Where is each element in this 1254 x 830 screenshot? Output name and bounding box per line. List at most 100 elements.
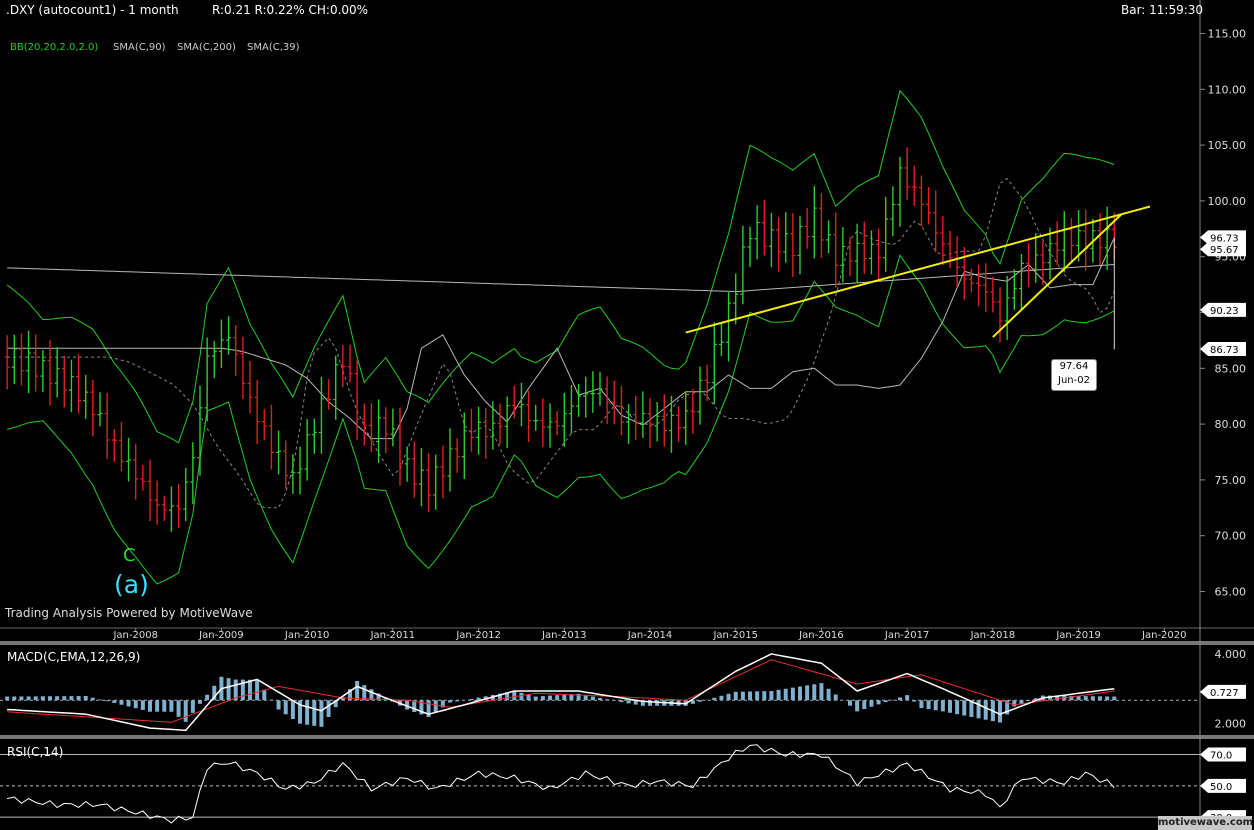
macd-histogram-bar bbox=[290, 700, 295, 719]
macd-histogram-bar bbox=[798, 686, 802, 701]
macd-histogram-bar bbox=[790, 687, 795, 701]
macd-histogram-bar bbox=[19, 696, 24, 701]
macd-histogram-bar bbox=[83, 695, 88, 701]
macd-histogram-bar bbox=[12, 696, 17, 701]
macd-histogram-bar bbox=[190, 700, 195, 713]
macd-histogram-bar bbox=[412, 700, 417, 712]
macd-histogram-bar bbox=[369, 689, 374, 701]
x-tick-label: Jan-2015 bbox=[712, 630, 757, 641]
measure-value: 97.64 bbox=[1059, 361, 1089, 372]
macd-histogram-bar bbox=[298, 700, 302, 724]
macd-histogram-bar bbox=[776, 689, 781, 701]
macd-histogram-bar bbox=[1090, 696, 1095, 701]
macd-histogram-bar bbox=[826, 688, 831, 701]
wave-c-label: C bbox=[123, 545, 136, 566]
macd-y-tick-label: 2.000 bbox=[1215, 717, 1247, 730]
macd-histogram-bar bbox=[590, 696, 595, 701]
macd-histogram-bar bbox=[69, 696, 74, 701]
macd-histogram-bar bbox=[1048, 695, 1052, 701]
macd-histogram-bar bbox=[805, 685, 810, 701]
rsi-title[interactable]: RSI(C,14) bbox=[7, 745, 64, 759]
y-tick-label: 80.00 bbox=[1215, 418, 1247, 431]
macd-histogram-bar bbox=[898, 697, 902, 701]
macd-histogram-bar bbox=[969, 700, 974, 717]
price-label-flag bbox=[1200, 302, 1246, 317]
macd-line bbox=[7, 653, 1115, 732]
trendline-upper bbox=[685, 205, 1151, 334]
indicator-sma200-label[interactable]: SMA(C,200) bbox=[177, 42, 236, 53]
macd-histogram-bar bbox=[148, 700, 152, 712]
macd-histogram-bar bbox=[162, 700, 167, 712]
macd-histogram-bar bbox=[540, 696, 545, 701]
x-tick-label: Jan-2011 bbox=[370, 630, 415, 641]
macd-histogram-bar bbox=[833, 694, 838, 701]
macd-histogram-bar bbox=[26, 696, 31, 701]
indicator-bb-label[interactable]: BB(20,20,2.0,2.0) bbox=[10, 42, 99, 53]
watermark: motivewave.com bbox=[1158, 816, 1254, 830]
macd-histogram-bar bbox=[362, 685, 367, 701]
y-tick-label: 85.00 bbox=[1215, 362, 1247, 375]
macd-histogram-bar bbox=[762, 691, 767, 701]
indicator-sma39-label[interactable]: SMA(C,39) bbox=[247, 42, 300, 53]
macd-histogram-bar bbox=[933, 700, 938, 711]
x-tick-label: Jan-2016 bbox=[798, 630, 843, 641]
macd-histogram-bar bbox=[648, 700, 652, 706]
macd-histogram-bar bbox=[526, 694, 531, 701]
macd-signal-line bbox=[7, 659, 1115, 723]
price-label-flag bbox=[1200, 341, 1246, 356]
macd-histogram-bar bbox=[326, 700, 331, 717]
macd-histogram-bar bbox=[912, 700, 917, 702]
indicator-sma90-label[interactable]: SMA(C,90) bbox=[113, 42, 166, 53]
macd-histogram-bar bbox=[733, 691, 738, 701]
macd-histogram-bar bbox=[1019, 700, 1024, 704]
macd-histogram-bar bbox=[233, 679, 238, 701]
macd-histogram-bar bbox=[240, 679, 245, 701]
macd-histogram-bar bbox=[1069, 695, 1074, 701]
macd-histogram-bar bbox=[748, 691, 752, 701]
macd-histogram-bar bbox=[548, 695, 552, 701]
macd-histogram-bar bbox=[76, 696, 81, 701]
y-tick-label: 65.00 bbox=[1215, 586, 1247, 599]
macd-histogram-bar bbox=[533, 696, 538, 701]
y-tick-label: 110.00 bbox=[1208, 83, 1247, 96]
macd-histogram-bar bbox=[926, 700, 931, 710]
macd-histogram-bar bbox=[126, 700, 131, 707]
macd-histogram-bar bbox=[698, 700, 702, 702]
macd-histogram-bar bbox=[948, 700, 952, 713]
macd-histogram-bar bbox=[605, 699, 610, 701]
macd-histogram-bar bbox=[348, 689, 352, 701]
macd-histogram-bar bbox=[426, 700, 431, 717]
macd-histogram-bar bbox=[1033, 698, 1038, 701]
macd-histogram-bar bbox=[583, 695, 588, 701]
macd-histogram-bar bbox=[198, 700, 202, 704]
x-tick-label: Jan-2019 bbox=[1055, 630, 1100, 641]
macd-histogram-bar bbox=[569, 694, 574, 701]
macd-histogram-bar bbox=[562, 694, 567, 701]
macd-histogram-bar bbox=[440, 700, 445, 708]
x-tick-label: Jan-2017 bbox=[884, 630, 929, 641]
measure-date: Jun-02 bbox=[1058, 375, 1090, 386]
wave-a-label: (a) bbox=[114, 570, 149, 599]
macd-title[interactable]: MACD(C,EMA,12,26,9) bbox=[7, 650, 141, 664]
macd-histogram-bar bbox=[962, 700, 967, 716]
measure-box[interactable]: 97.64 Jun-02 bbox=[1051, 359, 1097, 391]
macd-histogram-bar bbox=[919, 700, 924, 709]
macd-histogram-bar bbox=[355, 680, 360, 701]
macd-histogram-bar bbox=[505, 692, 510, 701]
macd-histogram-bar bbox=[5, 696, 10, 701]
macd-histogram-bar bbox=[1055, 695, 1060, 701]
macd-histogram-bar bbox=[555, 695, 560, 701]
macd-histogram-bar bbox=[205, 694, 210, 701]
sma-200-line bbox=[7, 264, 1115, 293]
macd-histogram-bar bbox=[905, 695, 910, 701]
macd-histogram-bar bbox=[405, 700, 410, 710]
macd-value-flag bbox=[1200, 684, 1246, 699]
macd-histogram-bar bbox=[940, 700, 945, 712]
x-tick-label: Jan-2020 bbox=[1141, 630, 1186, 641]
macd-histogram-bar bbox=[783, 688, 788, 701]
macd-histogram-bar bbox=[1005, 700, 1010, 715]
macd-y-tick-label: 4.000 bbox=[1215, 648, 1247, 661]
x-tick-label: Jan-2008 bbox=[112, 630, 157, 641]
macd-histogram-bar bbox=[812, 684, 817, 701]
